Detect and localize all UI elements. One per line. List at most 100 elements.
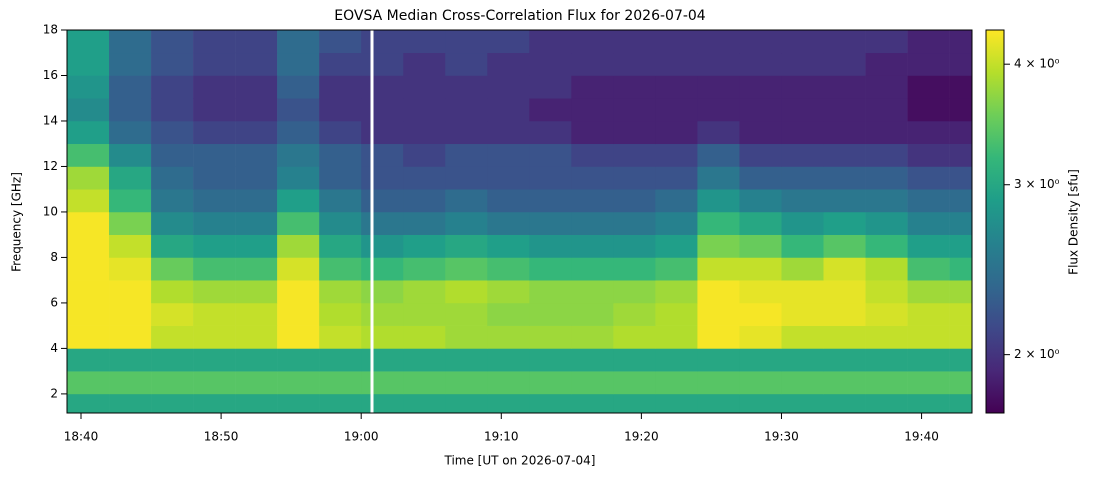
- heatmap-cell: [277, 166, 320, 190]
- heatmap-cell: [865, 211, 908, 235]
- heatmap-cell: [235, 257, 278, 281]
- heatmap-cell: [613, 348, 656, 372]
- heatmap-cell: [571, 302, 614, 326]
- heatmap-cell: [235, 371, 278, 395]
- heatmap-cell: [319, 98, 362, 122]
- heatmap-cell: [361, 75, 404, 99]
- heatmap-cell: [361, 393, 404, 414]
- heatmap-cell: [949, 257, 973, 281]
- heatmap-cell: [655, 211, 698, 235]
- heatmap-cell: [487, 143, 530, 167]
- heatmap-cell: [781, 348, 824, 372]
- heatmap-cell: [613, 211, 656, 235]
- heatmap-cell: [571, 280, 614, 304]
- heatmap-cell: [403, 75, 446, 99]
- heatmap-cell: [655, 348, 698, 372]
- heatmap-cell: [445, 98, 488, 122]
- heatmap-cell: [109, 30, 152, 54]
- heatmap-cell: [109, 280, 152, 304]
- heatmap-cell: [151, 302, 194, 326]
- heatmap-cell: [655, 98, 698, 122]
- heatmap-cell: [949, 302, 973, 326]
- heatmap-cell: [445, 120, 488, 145]
- heatmap-cell: [907, 211, 950, 235]
- heatmap-cell: [529, 348, 572, 372]
- heatmap-cell: [949, 143, 973, 167]
- heatmap-cell: [529, 234, 572, 258]
- heatmap-cell: [403, 166, 446, 190]
- heatmap-cell: [445, 348, 488, 372]
- heatmap-cell: [487, 302, 530, 326]
- heatmap-cell: [361, 280, 404, 304]
- heatmap-cell: [949, 325, 973, 349]
- heatmap-cell: [277, 52, 320, 76]
- heatmap-cell: [487, 98, 530, 122]
- heatmap-cell: [571, 120, 614, 145]
- heatmap-cell: [865, 371, 908, 395]
- heatmap-cell: [865, 325, 908, 349]
- heatmap-cell: [907, 325, 950, 349]
- heatmap-cell: [151, 52, 194, 76]
- heatmap-cell: [193, 52, 236, 76]
- heatmap-cell: [235, 393, 278, 414]
- heatmap-cell: [277, 257, 320, 281]
- heatmap-cell: [403, 302, 446, 326]
- heatmap-cell: [949, 234, 973, 258]
- heatmap-cell: [319, 189, 362, 213]
- heatmap-cell: [487, 325, 530, 349]
- heatmap-cell: [781, 280, 824, 304]
- heatmap-cell: [319, 120, 362, 145]
- heatmap-cell: [781, 30, 824, 54]
- heatmap-cell: [739, 189, 782, 213]
- heatmap-cell: [67, 166, 110, 190]
- heatmap-cell: [151, 143, 194, 167]
- heatmap-cell: [529, 120, 572, 145]
- heatmap-cell: [655, 393, 698, 414]
- heatmap-cell: [865, 234, 908, 258]
- heatmap-cell: [193, 302, 236, 326]
- heatmap-cell: [487, 166, 530, 190]
- heatmap-cell: [319, 302, 362, 326]
- heatmap-cell: [361, 257, 404, 281]
- heatmap-cell: [109, 143, 152, 167]
- heatmap-cell: [823, 189, 866, 213]
- heatmap-cell: [403, 280, 446, 304]
- heatmap-cell: [235, 280, 278, 304]
- heatmap-cell: [613, 52, 656, 76]
- heatmap-cell: [949, 189, 973, 213]
- heatmap-cell: [949, 30, 973, 54]
- heatmap-cell: [655, 52, 698, 76]
- heatmap-cell: [109, 166, 152, 190]
- heatmap-cell: [529, 371, 572, 395]
- x-tick-label: 18:50: [204, 430, 239, 444]
- colorbar-tick-label: 3 × 10⁰: [1014, 177, 1060, 191]
- heatmap-cell: [361, 348, 404, 372]
- heatmap-cell: [613, 75, 656, 99]
- heatmap-cell: [109, 120, 152, 145]
- heatmap-cell: [697, 325, 740, 349]
- heatmap-cell: [193, 348, 236, 372]
- heatmap-cell: [949, 211, 973, 235]
- heatmap-cell: [571, 348, 614, 372]
- heatmap-cell: [907, 302, 950, 326]
- heatmap-cell: [151, 325, 194, 349]
- heatmap-cell: [235, 52, 278, 76]
- heatmap-cell: [67, 98, 110, 122]
- colorbar-label: Flux Density [sfu]: [1067, 169, 1081, 275]
- heatmap-cell: [865, 52, 908, 76]
- heatmap-cell: [907, 280, 950, 304]
- heatmap-cell: [823, 371, 866, 395]
- heatmap-cell: [109, 98, 152, 122]
- heatmap-cell: [319, 280, 362, 304]
- heatmap-cell: [277, 325, 320, 349]
- x-axis-label: Time [UT on 2026-07-04]: [444, 454, 596, 468]
- heatmap-cell: [781, 393, 824, 414]
- heatmap-cell: [781, 120, 824, 145]
- heatmap-cell: [445, 75, 488, 99]
- heatmap-cell: [109, 302, 152, 326]
- heatmap-cell: [739, 30, 782, 54]
- heatmap-cell: [529, 143, 572, 167]
- heatmap-cell: [613, 393, 656, 414]
- x-tick-label: 19:00: [344, 430, 379, 444]
